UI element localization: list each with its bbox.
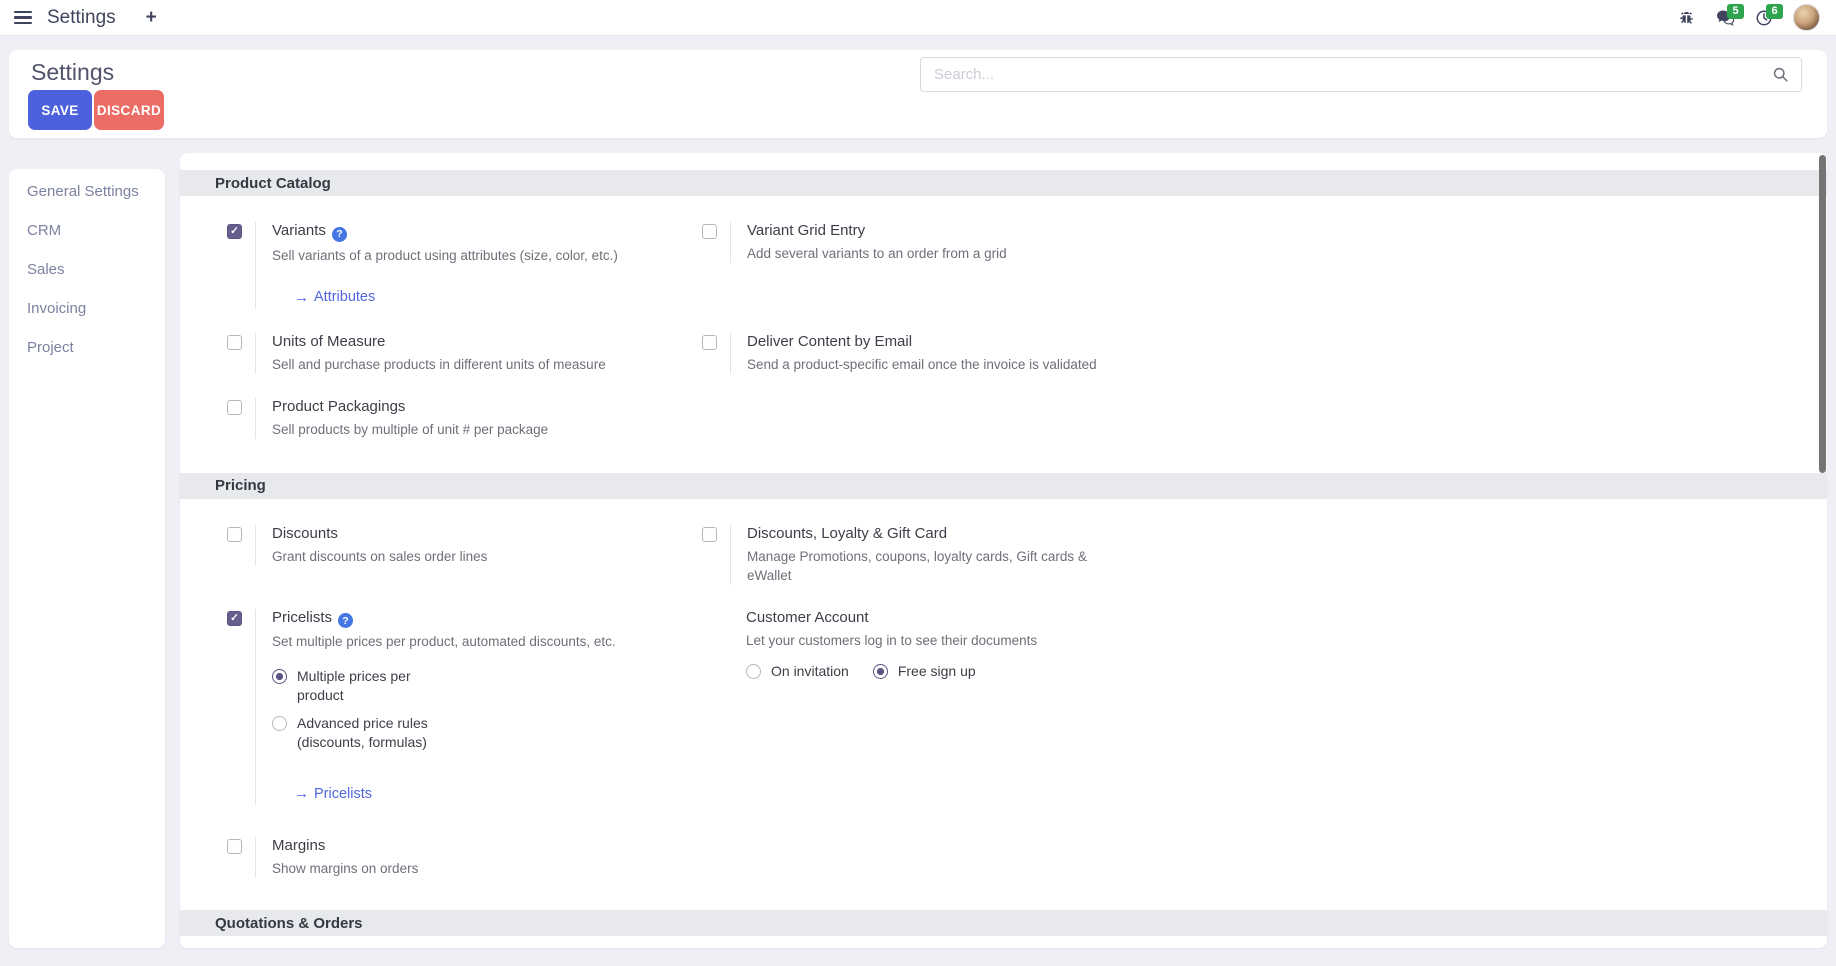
variant-grid-entry-checkbox[interactable]: ✓ [702,224,717,239]
loyalty-checkbox[interactable]: ✓ [702,526,717,542]
setting-description: Sell and purchase products in different … [272,356,606,372]
radio-button-icon [272,669,287,684]
sidebar-item-crm[interactable]: CRM [27,222,62,239]
units-of-measure-checkbox[interactable]: ✓ [227,334,242,350]
settings-header: Settings SAVE DISCARD [9,50,1827,138]
sidebar-item-sales[interactable]: Sales [27,261,65,278]
radio-advanced-price-rules[interactable]: Advanced price rules (discounts, formula… [272,714,616,752]
setting-description: Manage Promotions, coupons, loyalty card… [747,548,1087,583]
save-button[interactable]: SAVE [28,90,92,130]
sidebar-item-invoicing[interactable]: Invoicing [27,300,87,317]
setting-pricelists: ✓ Pricelists? Set multiple prices per pr… [180,608,655,805]
setting-title: Deliver Content by Email [747,332,913,350]
setting-variant-grid-entry: ✓ Variant Grid Entry Add several variant… [655,222,1130,309]
discard-button[interactable]: DISCARD [94,90,164,130]
pricelists-link[interactable]: → Pricelists [294,785,373,802]
activities-badge: 6 [1766,3,1783,19]
setting-product-packagings: ✓ Product Packagings Sell products by mu… [180,397,655,439]
attributes-link[interactable]: → Attributes [294,288,376,306]
section-header-product-catalog: Product Catalog [180,170,1827,196]
radio-button-icon [272,716,287,731]
help-icon[interactable]: ? [338,613,354,628]
setting-title: Product Packagings [272,397,406,415]
vertical-scrollbar[interactable] [1819,155,1826,473]
arrow-right-icon: → [294,785,309,802]
setting-title: Margins [272,837,326,854]
search-icon[interactable] [1772,66,1789,88]
radio-on-invitation[interactable]: On invitation [746,662,849,681]
user-avatar[interactable] [1793,4,1820,31]
sidebar-item-general-settings[interactable]: General Settings [27,183,139,200]
setting-description: Send a product-specific email once the i… [747,356,1097,372]
messages-icon[interactable]: 5 [1715,3,1744,28]
setting-description: Add several variants to an order from a … [747,246,1007,261]
setting-discounts-loyalty-gift-card: ✓ Discounts, Loyalty & Gift Card Manage … [655,524,1130,585]
setting-customer-account: Customer Account Let your customers log … [655,609,1130,806]
help-icon[interactable]: ? [331,226,347,242]
setting-title: Units of Measure [272,332,386,350]
new-tab-button[interactable]: + [145,6,157,28]
margins-checkbox[interactable]: ✓ [227,839,242,854]
search-bar [920,57,1802,92]
arrow-right-icon: → [294,288,309,306]
top-navbar: Settings + 5 6 [0,0,1836,36]
setting-description: Show margins on orders [272,861,419,876]
setting-margins: ✓ Margins Show margins on orders [180,837,655,878]
page-title: Settings [31,59,115,85]
activities-icon[interactable]: 6 [1754,3,1783,28]
radio-free-sign-up[interactable]: Free sign up [872,662,976,681]
setting-description: Sell products by multiple of unit # per … [272,421,549,437]
app-title[interactable]: Settings [47,6,116,28]
settings-sidebar: General Settings CRM Sales Invoicing Pro… [9,169,165,948]
section-header-pricing: Pricing [180,472,1827,499]
setting-title: Variants [272,222,326,239]
settings-panel: Product Catalog ✓ Variants? Sell variant… [180,153,1827,948]
setting-title: Variant Grid Entry [747,222,866,239]
product-packagings-checkbox[interactable]: ✓ [227,399,242,415]
radio-multiple-prices-per-product[interactable]: Multiple prices per product [272,667,616,705]
setting-title: Discounts, Loyalty & Gift Card [747,524,948,542]
radio-button-icon [872,663,888,679]
variants-checkbox[interactable]: ✓ [227,224,242,239]
apps-menu-icon[interactable] [14,10,32,25]
section-header-quotations-orders: Quotations & Orders [180,910,1827,936]
setting-description: Let your customers log in to see their d… [746,632,1038,648]
discounts-checkbox[interactable]: ✓ [227,526,242,542]
setting-title: Discounts [272,524,338,542]
setting-deliver-content-by-email: ✓ Deliver Content by Email Send a produc… [655,332,1130,374]
setting-description: Set multiple prices per product, automat… [272,634,616,649]
sidebar-item-project[interactable]: Project [27,339,74,356]
pricelists-checkbox[interactable]: ✓ [227,610,242,626]
search-input[interactable] [920,57,1802,92]
setting-title: Customer Account [746,608,869,626]
deliver-content-checkbox[interactable]: ✓ [702,334,717,350]
setting-discounts: ✓ Discounts Grant discounts on sales ord… [180,524,655,585]
check-icon: ✓ [230,225,239,238]
debug-icon[interactable] [1676,8,1696,28]
setting-variants: ✓ Variants? Sell variants of a product u… [180,222,655,309]
setting-description: Sell variants of a product using attribu… [272,247,618,263]
setting-description: Grant discounts on sales order lines [272,548,488,564]
messages-badge: 5 [1727,3,1744,19]
radio-button-icon [746,663,761,679]
setting-title: Pricelists [272,608,333,626]
setting-units-of-measure: ✓ Units of Measure Sell and purchase pro… [180,332,655,374]
